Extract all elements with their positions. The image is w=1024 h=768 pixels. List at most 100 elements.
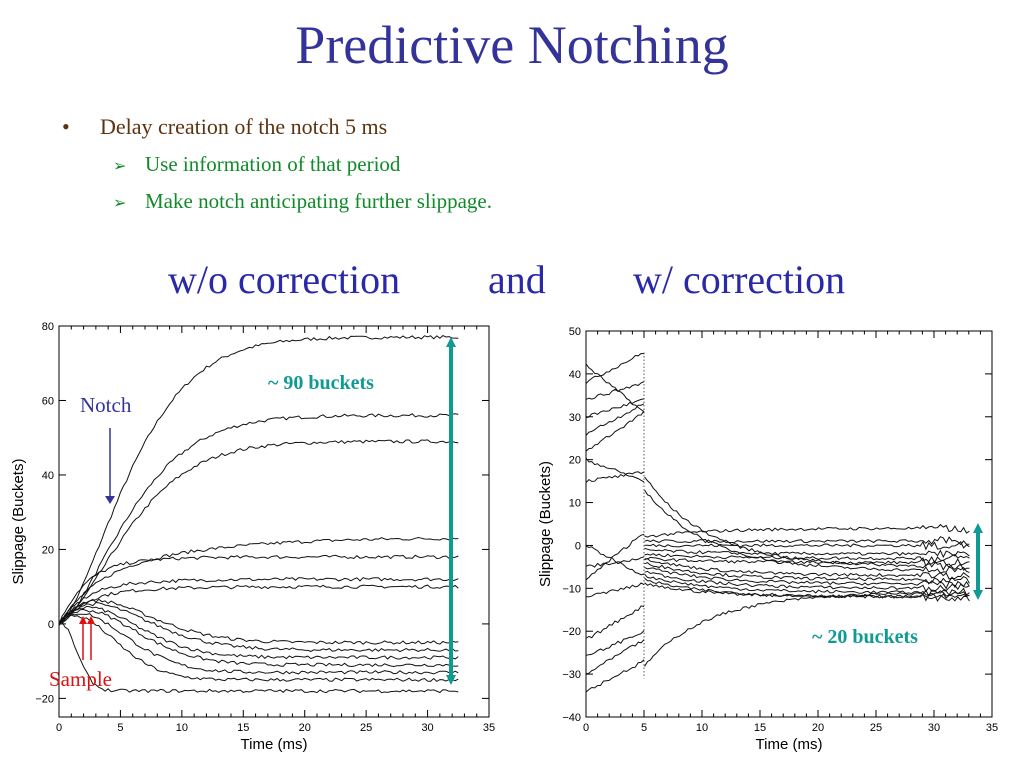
y-tick-label: 80 (42, 321, 54, 333)
series-line-pre (585, 605, 645, 639)
arrow-bullet-icon: ➢ (113, 158, 127, 175)
series-line-post (644, 489, 970, 574)
x-tick-label: 15 (754, 722, 766, 734)
series-line (58, 554, 459, 626)
series-line (58, 335, 459, 626)
y-tick-label: −10 (562, 583, 581, 595)
x-tick-label: 10 (176, 722, 188, 734)
x-tick-label: 0 (56, 722, 62, 734)
series-line (58, 584, 459, 626)
x-tick-label: 25 (360, 722, 372, 734)
x-tick-label: 35 (483, 722, 495, 734)
series-line-pre (585, 582, 645, 598)
y-tick-label: 30 (569, 412, 581, 424)
y-tick-label: 0 (48, 619, 54, 631)
y-tick-label: −20 (562, 626, 581, 638)
y-tick-label: 40 (42, 470, 54, 482)
series-line-post (644, 573, 970, 597)
x-tick-label: 30 (928, 722, 940, 734)
chart-without-correction: 0 5 10 15 20 25 30 35 −20 0 20 40 60 80 Time (ms) Slipp… (10, 321, 495, 753)
series-line-pre (585, 363, 645, 413)
y-tick-label: 60 (42, 395, 54, 407)
series-line-post (644, 577, 970, 602)
series-line-pre (585, 533, 645, 581)
series-line (58, 608, 459, 668)
series-line (58, 577, 459, 624)
series-line-post (644, 523, 970, 538)
sub-bullet-item: ➢ Use information of that period (113, 151, 400, 180)
y-tick-label: 10 (569, 498, 581, 510)
y-tick-label: 20 (569, 455, 581, 467)
series-line-pre (585, 457, 645, 483)
x-tick-label: 20 (812, 722, 824, 734)
y-tick-label: 40 (569, 369, 581, 381)
x-axis-label: Time (ms) (241, 736, 308, 753)
series-line-post (644, 536, 970, 546)
span-90-label: ~ 90 buckets (268, 372, 374, 394)
sub-bullet-text: Make notch anticipating further slippage… (145, 189, 492, 213)
series-line (58, 439, 459, 624)
sub-bullet-item: ➢ Make notch anticipating further slippag… (113, 188, 492, 217)
series-line-post (644, 553, 970, 564)
y-tick-label: 50 (569, 326, 581, 338)
series-line (58, 598, 459, 645)
y-tick-label: −30 (562, 669, 581, 681)
y-tick-label: 20 (42, 544, 54, 556)
series-line (58, 536, 459, 626)
x-tick-label: 15 (237, 722, 249, 734)
plot-frame (58, 325, 490, 718)
series-line (58, 413, 459, 625)
series-line (58, 605, 459, 660)
series-line-pre (585, 545, 645, 576)
series-line-pre (585, 381, 645, 400)
series-line-pre (585, 556, 645, 568)
y-axis-label: Slippage (Buckets) (537, 461, 554, 587)
series-line-post (644, 540, 970, 551)
heading-without-correction: w/o correction (168, 257, 401, 302)
series-line-post (644, 558, 970, 580)
series-line-post (644, 476, 970, 571)
series-line-pre (585, 403, 645, 436)
span-20-label: ~ 20 buckets (812, 626, 918, 648)
heading-and: and (488, 257, 546, 302)
chart-with-correction: 0 5 10 15 20 25 30 35 −40 −30 −20 −10 0 10 20 30 40 50 Tim… (537, 326, 998, 753)
series-line-pre (585, 639, 645, 675)
series-line-post (644, 570, 970, 593)
series-line-post (644, 547, 970, 559)
y-tick-label: −20 (35, 693, 54, 705)
x-tick-label: 30 (421, 722, 433, 734)
series-line-post (644, 566, 970, 590)
series-line-pre (585, 410, 645, 452)
heading-with-correction: w/ correction (633, 257, 846, 302)
series-line (58, 601, 459, 653)
x-tick-label: 10 (696, 722, 708, 734)
series-line-pre (585, 471, 645, 484)
series-line-pre (585, 398, 645, 419)
series-line-pre (585, 352, 645, 385)
sub-bullet-text: Use information of that period (145, 152, 401, 176)
x-tick-label: 5 (117, 722, 123, 734)
x-tick-label: 20 (299, 722, 311, 734)
x-tick-label: 35 (986, 722, 998, 734)
series-line-post (644, 587, 970, 667)
y-tick-label: −40 (562, 712, 581, 724)
bullet-text: Delay creation of the notch 5 ms (100, 114, 388, 139)
series-line-pre (585, 659, 645, 693)
series-line (58, 621, 459, 694)
x-axis-label: Time (ms) (756, 736, 823, 753)
series-line-post (644, 582, 970, 602)
bullet-marker: • (62, 114, 70, 139)
x-tick-label: 25 (870, 722, 882, 734)
series-line-post (644, 562, 970, 584)
x-tick-label: 0 (583, 722, 589, 734)
sample-label: Sample (49, 667, 112, 691)
slide-title: Predictive Notching (295, 15, 729, 75)
notch-label: Notch (80, 393, 132, 417)
arrow-bullet-icon: ➢ (113, 195, 127, 212)
y-axis-label: Slippage (Buckets) (10, 459, 27, 585)
x-tick-label: 5 (641, 722, 647, 734)
plot-frame (585, 330, 993, 718)
series-line (58, 613, 459, 675)
series-line (58, 614, 459, 683)
